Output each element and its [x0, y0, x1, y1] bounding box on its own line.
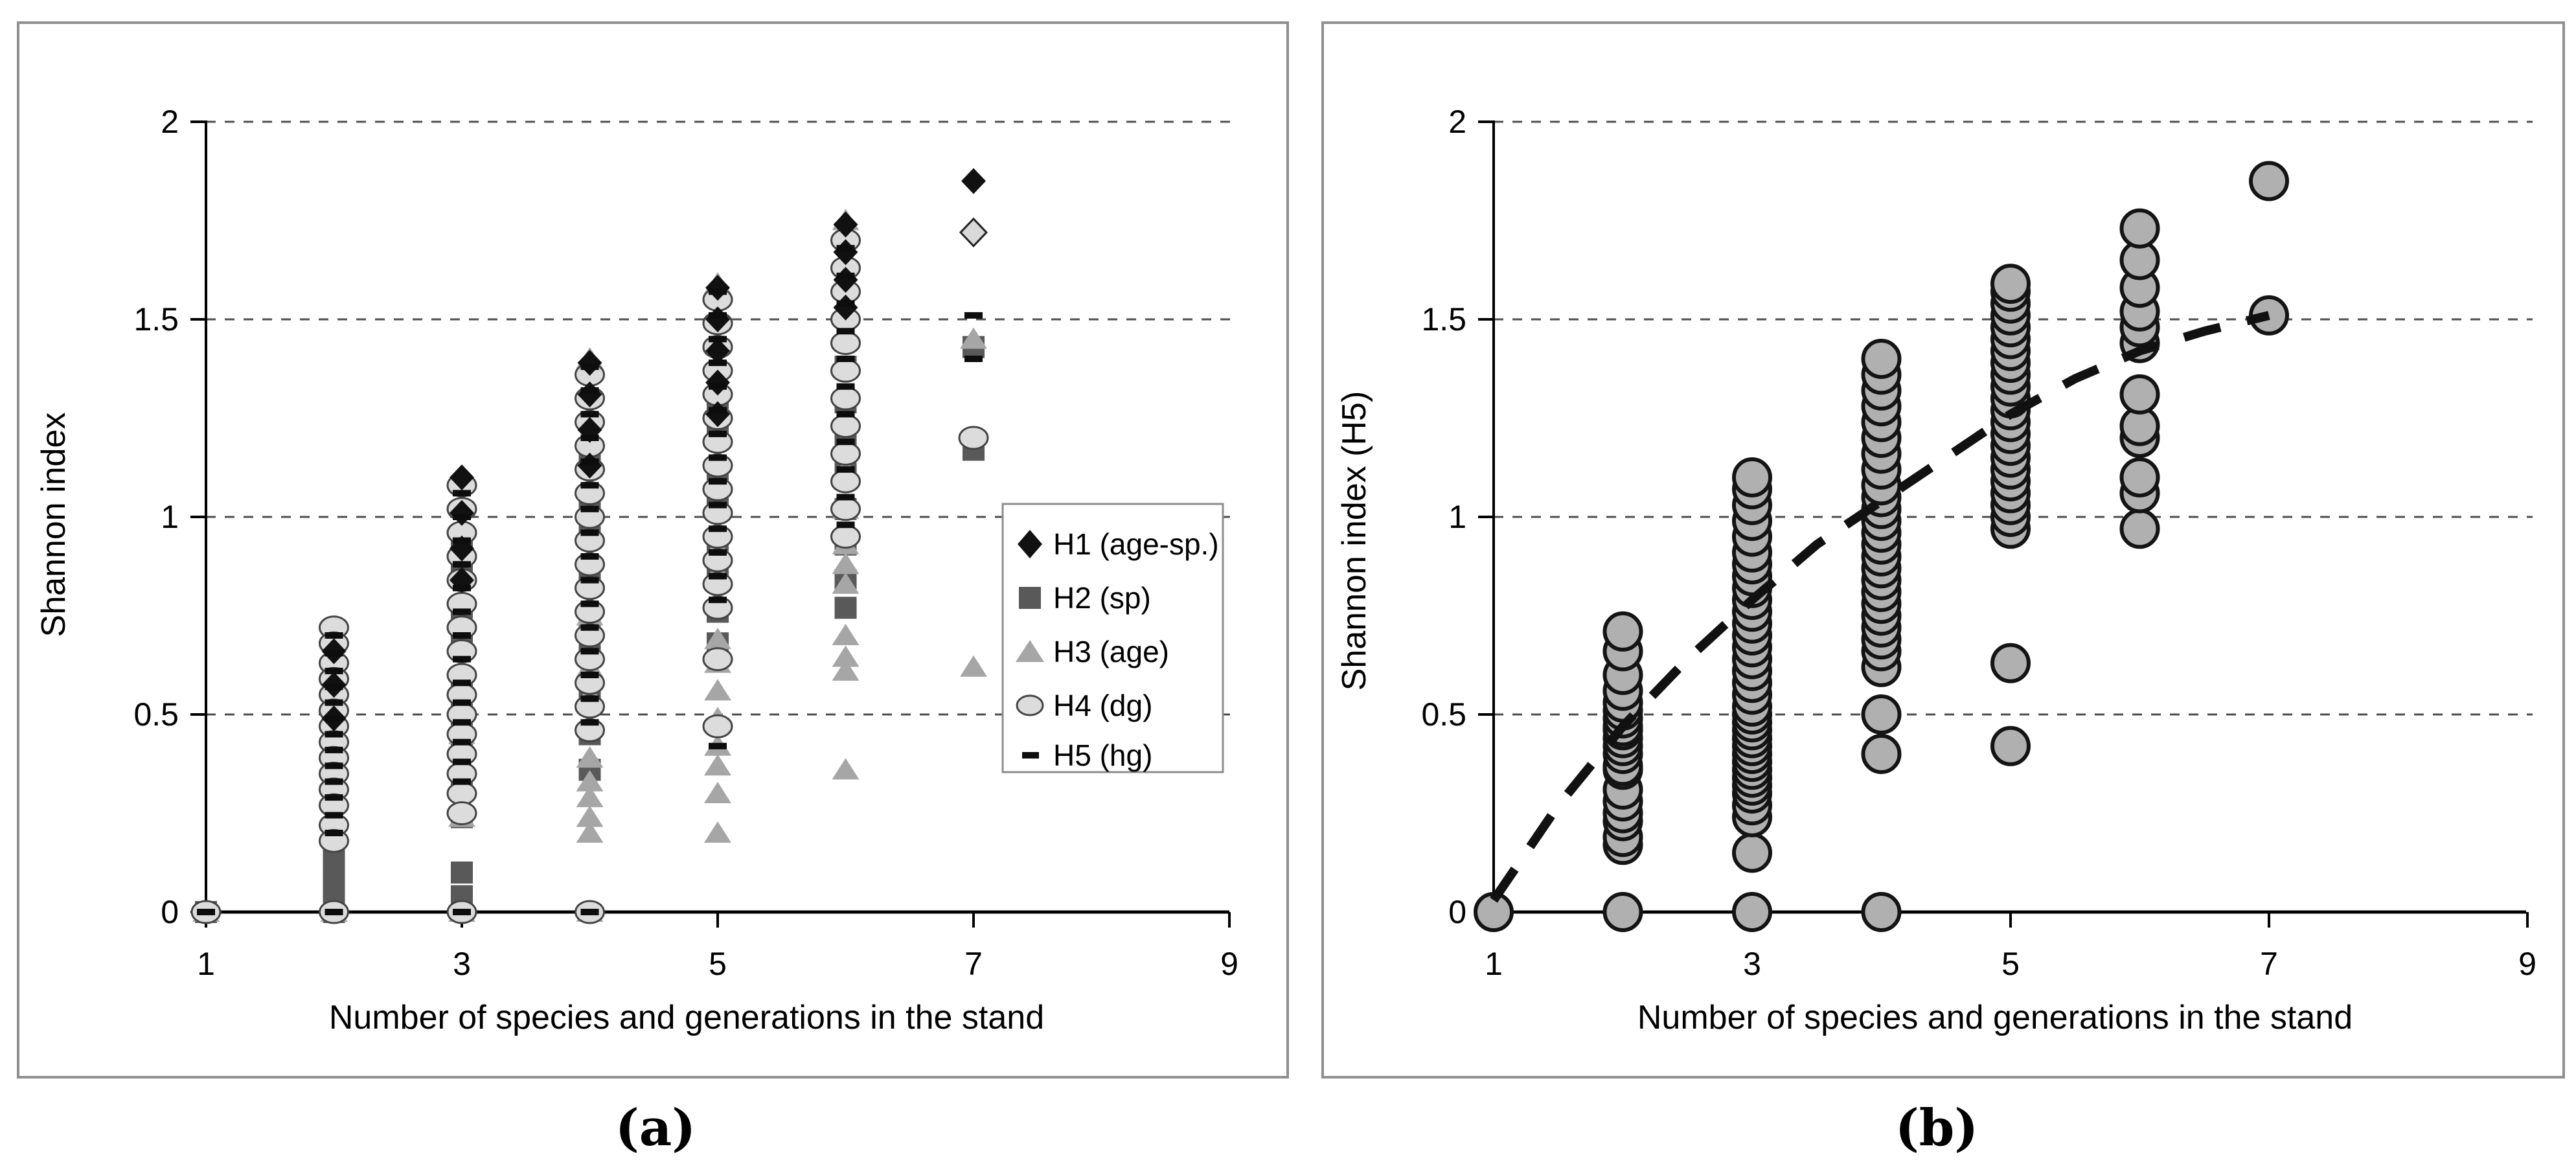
trend-line: [1490, 311, 2270, 903]
panel-a-caption: (a): [615, 1099, 696, 1158]
y-tick-label: 2: [161, 104, 179, 140]
panel-b-x-axis-title: Number of species and generations in the…: [1637, 999, 2353, 1036]
x-tick-label: 3: [453, 946, 471, 982]
panel-a-x-axis-title: Number of species and generations in the…: [329, 999, 1044, 1036]
y-tick-label: 0: [1448, 894, 1466, 930]
y-tick-label: 1.5: [133, 301, 179, 337]
legend: H1 (age-sp.) H2 (sp) H3 (age) H4 (dg) H5…: [1001, 503, 1224, 773]
series-h5: [1474, 161, 2289, 932]
x-tick-label: 3: [1743, 946, 1761, 982]
axes: 0 0.5 1 1.5 2 1 3 5 7 9: [1421, 104, 2536, 982]
axes: 0 0.5 1 1.5 2 1 3 5 7 9: [133, 104, 1238, 982]
series-h5-hg-: [197, 245, 983, 915]
panel-b-plot: 0 0.5 1 1.5 2 1 3 5 7 9: [1421, 104, 2536, 982]
panel-a-y-axis-title: Shannon index: [35, 413, 73, 637]
panel-b-caption: (b): [1895, 1099, 1978, 1158]
x-tick-label: 5: [709, 946, 727, 982]
x-tick-label: 9: [2518, 946, 2536, 982]
legend-circle-icon: [1016, 694, 1044, 716]
x-tick-label: 9: [1220, 946, 1238, 982]
x-tick-label: 1: [1485, 946, 1503, 982]
legend-triangle-icon: [1016, 640, 1044, 662]
panel-b-y-axis-title: Shannon index (H5): [1336, 391, 1373, 691]
legend-dash-icon: [1022, 752, 1039, 759]
y-tick-label: 1: [1448, 499, 1466, 535]
y-tick-label: 1: [161, 499, 179, 535]
legend-item-h2: H2 (sp): [1053, 581, 1151, 615]
y-tick-label: 2: [1448, 104, 1466, 140]
panel-b-frame: [1321, 21, 2565, 1078]
y-tick-label: 0.5: [1421, 696, 1466, 733]
legend-square-icon: [1019, 587, 1041, 609]
legend-item-h4: H4 (dg): [1053, 689, 1152, 722]
x-tick-label: 7: [2260, 946, 2278, 982]
legend-item-h3: H3 (age): [1053, 635, 1169, 668]
x-tick-label: 5: [2001, 946, 2020, 982]
y-tick-label: 1.5: [1421, 301, 1466, 337]
y-tick-label: 0: [161, 894, 179, 930]
legend-item-h1: H1 (age-sp.): [1053, 527, 1219, 561]
legend-box: [1001, 503, 1224, 773]
gridlines: [1494, 120, 2533, 716]
legend-diamond-icon: [1018, 530, 1042, 558]
y-tick-label: 0.5: [133, 696, 179, 733]
legend-item-h5: H5 (hg): [1053, 738, 1152, 772]
x-tick-label: 7: [964, 946, 983, 982]
panel-a-plot: 0 0.5 1 1.5 2 1 3 5 7 9: [133, 104, 1238, 982]
x-tick-label: 1: [197, 946, 215, 982]
extra-points: [959, 217, 988, 247]
